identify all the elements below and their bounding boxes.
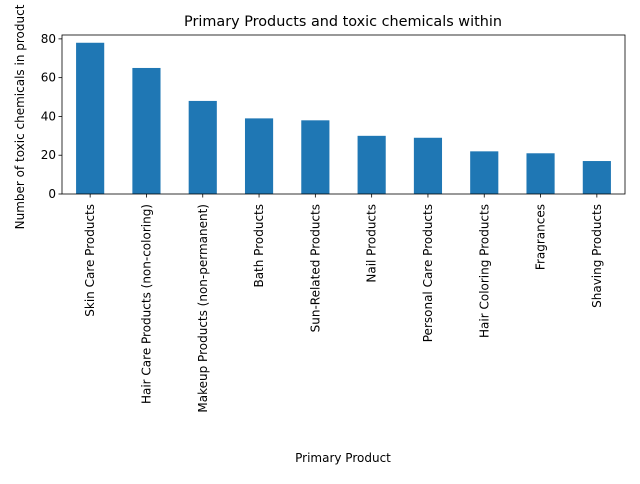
x-tick-label: Hair Care Products (non-coloring) xyxy=(139,204,153,404)
x-tick-label: Fragrances xyxy=(534,204,548,270)
y-tick-label: 80 xyxy=(41,32,56,46)
bar-3 xyxy=(244,118,274,194)
bar-0 xyxy=(76,42,105,194)
x-tick-label: Skin Care Products xyxy=(83,204,97,317)
ticks-layer: 0 20 40 60 80 Skin Care Products Hair Care Pro… xyxy=(41,32,604,413)
bars-layer xyxy=(76,42,611,194)
x-tick-label: Makeup Products (non-permanent) xyxy=(196,204,210,413)
x-tick-label: Shaving Products xyxy=(590,204,604,308)
plot-frame xyxy=(61,34,626,195)
bar-8 xyxy=(526,153,555,194)
bar-6 xyxy=(413,137,443,194)
x-tick-label: Bath Products xyxy=(252,204,266,288)
y-tick-label: 20 xyxy=(41,148,56,162)
bar-9 xyxy=(582,161,611,194)
y-axis-label: Number of toxic chemicals in product xyxy=(13,4,27,229)
axes-layer xyxy=(61,34,626,195)
y-tick-label: 0 xyxy=(48,187,56,201)
bar-5 xyxy=(357,135,386,194)
x-tick-label: Personal Care Products xyxy=(421,204,435,342)
x-tick-label: Sun-Related Products xyxy=(308,204,322,332)
bar-7 xyxy=(470,151,499,194)
x-tick-label: Hair Coloring Products xyxy=(477,204,491,338)
y-tick-label: 60 xyxy=(41,71,56,85)
y-tick-label: 40 xyxy=(41,109,56,123)
bar-4 xyxy=(301,120,330,194)
chart-title: Primary Products and toxic chemicals wit… xyxy=(184,14,502,30)
bar-1 xyxy=(132,67,161,194)
x-axis-label: Primary Product xyxy=(295,451,391,465)
x-tick-label: Nail Products xyxy=(365,204,379,283)
bar-2 xyxy=(188,100,217,194)
